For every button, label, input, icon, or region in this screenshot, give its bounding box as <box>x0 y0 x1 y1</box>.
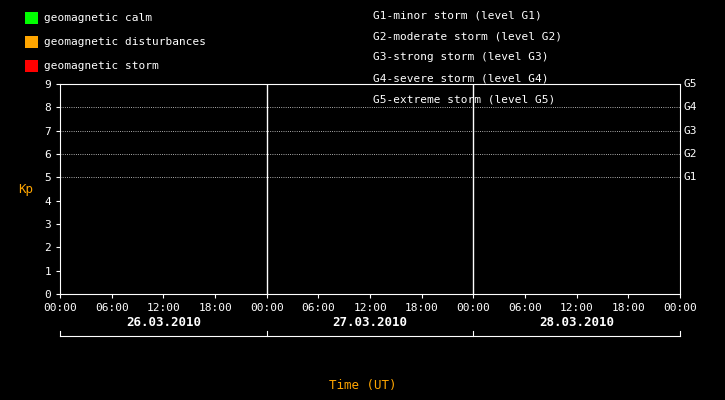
Text: G2-moderate storm (level G2): G2-moderate storm (level G2) <box>373 31 563 41</box>
Text: 27.03.2010: 27.03.2010 <box>333 316 407 328</box>
Text: 26.03.2010: 26.03.2010 <box>126 316 201 328</box>
Text: G4: G4 <box>683 102 697 112</box>
Text: G5: G5 <box>683 79 697 89</box>
Text: G4-severe storm (level G4): G4-severe storm (level G4) <box>373 74 549 84</box>
Text: 28.03.2010: 28.03.2010 <box>539 316 614 328</box>
Text: G1-minor storm (level G1): G1-minor storm (level G1) <box>373 10 542 20</box>
Text: G3-strong storm (level G3): G3-strong storm (level G3) <box>373 52 549 62</box>
Text: G5-extreme storm (level G5): G5-extreme storm (level G5) <box>373 95 555 105</box>
Text: Kp: Kp <box>19 182 33 196</box>
Text: G1: G1 <box>683 172 697 182</box>
Text: Time (UT): Time (UT) <box>328 379 397 392</box>
Text: G3: G3 <box>683 126 697 136</box>
Text: geomagnetic disturbances: geomagnetic disturbances <box>44 37 206 47</box>
Text: geomagnetic storm: geomagnetic storm <box>44 61 159 71</box>
Text: G2: G2 <box>683 149 697 159</box>
Text: geomagnetic calm: geomagnetic calm <box>44 13 152 23</box>
